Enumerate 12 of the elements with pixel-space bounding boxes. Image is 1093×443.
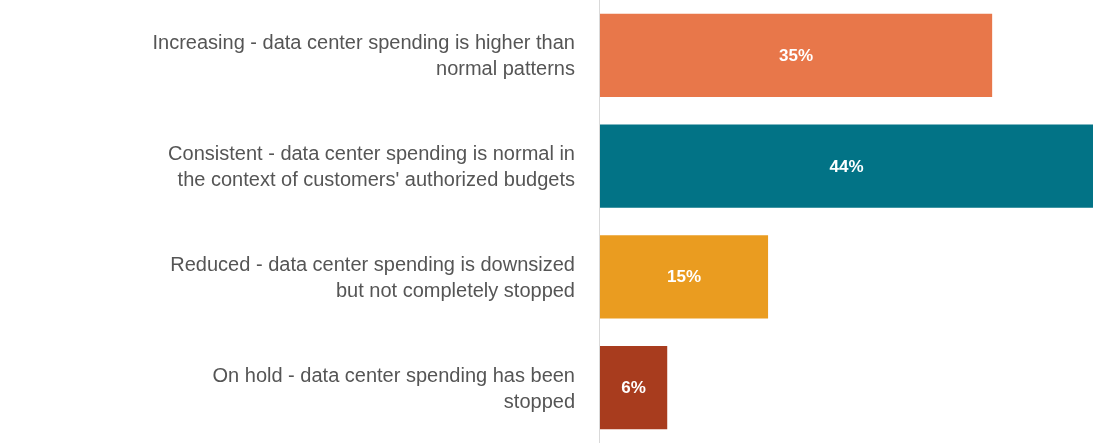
data-label: 15%	[667, 267, 702, 287]
y-tick-label: Increasing - data center spending is higher than normal patterns	[152, 31, 575, 80]
data-label: 35%	[779, 45, 814, 65]
bar	[600, 124, 1093, 208]
bar	[600, 235, 769, 319]
y-tick-label: Reduced - data center spending is downsized but not completely stopped	[170, 252, 575, 301]
data-label: 6%	[621, 378, 646, 398]
bar	[600, 346, 668, 430]
y-tick-label: Consistent - data center spending is normal in the context of customers' authorized budgets	[168, 142, 575, 191]
data-label: 44%	[829, 156, 864, 176]
y-tick-label: On hold - data center spending has been stopped	[212, 363, 575, 412]
bar	[600, 13, 993, 97]
